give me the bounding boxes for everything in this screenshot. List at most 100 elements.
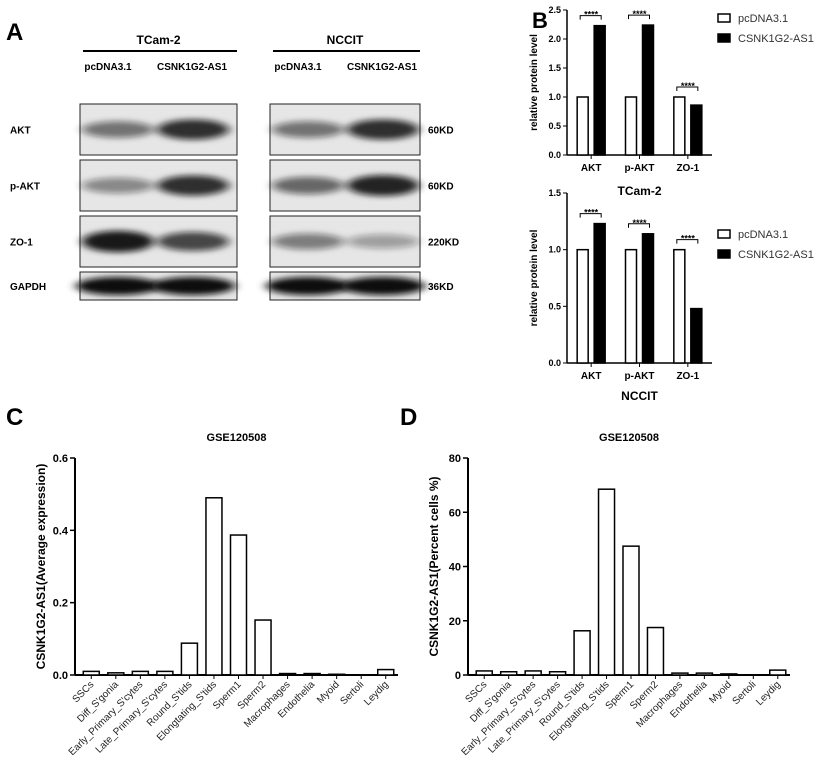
protein-band [76, 277, 160, 295]
panel-label-a: A [6, 19, 23, 46]
y-axis-label: relative protein level [529, 229, 540, 326]
protein-band [151, 277, 235, 295]
y-tick-label: 0.4 [53, 525, 69, 537]
y-tick-label: 0.2 [53, 598, 68, 610]
y-tick-label: 1.0 [548, 92, 561, 102]
legend-label: CSNK1G2-AS1 [738, 33, 814, 45]
y-tick-label: 0 [455, 670, 461, 682]
legend-swatch [717, 229, 731, 239]
bar-Leydig [769, 669, 787, 676]
bar-Round_S'tids [573, 630, 591, 676]
legend-label: CSNK1G2-AS1 [738, 249, 814, 261]
bar-AKT-CSNK1G2-AS1 [593, 24, 606, 156]
significance-bracket [676, 86, 699, 91]
chart-title: GSE120508 [207, 432, 267, 444]
protein-band [341, 277, 425, 295]
x-tick-label: Myoid [315, 679, 342, 706]
y-axis-label: CSNK1G2-AS1(Average expression) [34, 464, 48, 670]
significance-bracket [628, 14, 650, 20]
significance-label: **** [632, 9, 647, 19]
y-tick-label: 2.5 [548, 5, 561, 15]
x-tick-label: Sertoli [338, 679, 366, 707]
x-tick-label: Leydig [754, 679, 783, 708]
bar-Late_Primary_S'cytes [548, 670, 567, 676]
y-tick-label: 2.0 [548, 34, 561, 44]
y-axis-label: relative protein level [529, 34, 540, 131]
x-tick-label: AKT [581, 371, 602, 382]
bar-ZO-1-pcDNA3.1 [673, 96, 686, 156]
bar-p-AKT-CSNK1G2-AS1 [641, 24, 655, 156]
bar-Early_Primary_S'cytes [131, 670, 150, 676]
panel-label-d: D [400, 404, 417, 431]
protein-band [82, 177, 154, 194]
bar-ZO-1-CSNK1G2-AS1 [690, 104, 703, 156]
bar-AKT-pcDNA3.1 [576, 96, 589, 156]
y-tick-label: 0.6 [53, 453, 68, 465]
bar-Leydig [376, 668, 395, 676]
y-tick-label: 60 [449, 507, 461, 519]
protein-band [157, 232, 229, 251]
bar-Endothelia [695, 672, 714, 676]
bar-Early_Primary_S'cytes [524, 670, 542, 676]
size-label: 36KD [428, 282, 454, 293]
bar-p-AKT-pcDNA3.1 [624, 248, 638, 364]
protein-band [272, 176, 344, 195]
y-tick-label: 0.0 [548, 358, 561, 368]
chart-title: GSE120508 [599, 432, 659, 444]
protein-label: ZO-1 [10, 238, 33, 249]
protein-band [82, 121, 154, 138]
bar-Elongtating_S'tids [205, 497, 223, 676]
bar-SSCs [475, 670, 493, 676]
blot-group-label: NCCIT [327, 33, 364, 47]
bar-p-AKT-CSNK1G2-AS1 [641, 233, 655, 364]
significance-label: **** [584, 10, 599, 20]
bar-chart-3: GSE120508 0 20 40 60 80 CSNK1G2-AS1(Percent ce… [427, 432, 790, 758]
panel-label-b: B [532, 8, 548, 33]
lane-label: pcDNA3.1 [274, 62, 322, 73]
bar-AKT-pcDNA3.1 [576, 248, 589, 364]
significance-label: **** [632, 218, 647, 228]
protein-band [266, 277, 350, 295]
bar-Endothelia [303, 672, 321, 676]
lane-label: CSNK1G2-AS1 [157, 62, 227, 73]
y-tick-label: 1.5 [548, 63, 561, 73]
protein-label: AKT [10, 126, 31, 137]
y-tick-label: 1.0 [548, 245, 561, 255]
y-tick-label: 0.0 [548, 150, 561, 160]
significance-label: **** [584, 208, 599, 218]
legend-label: pcDNA3.1 [738, 229, 788, 241]
x-tick-label: Myoid [707, 679, 734, 706]
blot-group-label: TCam-2 [136, 33, 180, 47]
x-axis-label: TCam-2 [617, 184, 661, 198]
x-tick-label: p-AKT [625, 163, 655, 174]
bar-Myoid [720, 673, 738, 676]
significance-bracket [579, 213, 602, 218]
bar-Macrophages [278, 672, 297, 676]
legend-swatch [717, 13, 731, 23]
x-axis-label: NCCIT [621, 389, 658, 403]
protein-band [82, 230, 154, 253]
bar-SSCs [82, 670, 101, 676]
significance-label: **** [681, 81, 696, 91]
bar-AKT-CSNK1G2-AS1 [593, 222, 606, 364]
size-label: 220KD [428, 238, 459, 249]
protein-band [347, 175, 419, 196]
bar-Diff_S'gonia [499, 670, 518, 676]
protein-band [347, 119, 419, 140]
protein-band [272, 233, 344, 250]
bar-Elongtating_S'tids [597, 488, 616, 676]
grouped-bar-chart-1: 0.0 0.5 1.0 1.5 relative protein level AKT ***… [529, 188, 814, 403]
protein-band [272, 121, 344, 138]
bar-Sperm2 [254, 619, 272, 676]
y-tick-label: 1.5 [548, 188, 561, 198]
western-blot: TCam-2 pcDNA3.1 CSNK1G2-AS1 NCCIT pcDNA3.1 CS… [10, 33, 459, 301]
bar-ZO-1-pcDNA3.1 [673, 248, 686, 364]
size-label: 60KD [428, 182, 454, 193]
y-axis-label: CSNK1G2-AS1(Percent cells %) [427, 476, 441, 656]
protein-label: p-AKT [10, 182, 40, 193]
bar-Sperm2 [646, 626, 665, 676]
lane-label: pcDNA3.1 [84, 62, 132, 73]
y-tick-label: 20 [449, 616, 461, 628]
x-tick-label: p-AKT [625, 371, 655, 382]
